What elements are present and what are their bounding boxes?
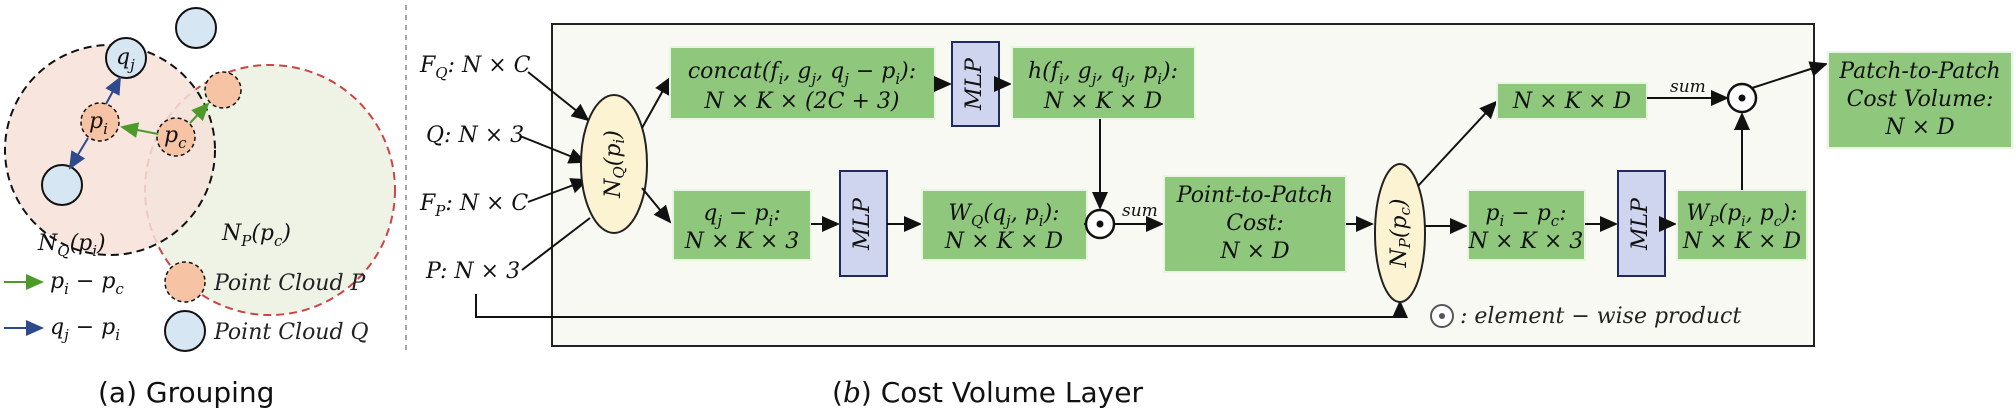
qj-label: qj bbox=[116, 45, 135, 74]
nq-grouping-node bbox=[580, 94, 648, 234]
h-line1: h(fi, gj, qj, pi): bbox=[1028, 59, 1178, 88]
concat-box bbox=[669, 46, 936, 120]
h-line2: N × K × D bbox=[1043, 89, 1163, 114]
sum-label-2: sum bbox=[1670, 77, 1706, 97]
cost-volume-panel: FQ: N × C Q: N × 3 FP: N × C P: N × 3 NQ… bbox=[419, 23, 2013, 409]
cloud-q-point bbox=[41, 164, 83, 206]
mlp-top-label: MLP bbox=[962, 57, 987, 111]
qj-pi-arrow bbox=[105, 76, 121, 105]
pp-line3: N × D bbox=[1219, 239, 1290, 264]
pp-line1: Point-to-Patch bbox=[1176, 183, 1333, 208]
pc-line1: pi − pc: bbox=[1485, 201, 1566, 230]
patch-to-patch-box bbox=[1827, 51, 2013, 149]
p-pc-arrow bbox=[189, 102, 210, 124]
legend-cloud-q: Point Cloud Q bbox=[213, 320, 369, 345]
legend-cloud-q-icon bbox=[164, 310, 206, 352]
np-pc-label: NP(pc) bbox=[221, 221, 291, 250]
input-p: P: N × 3 bbox=[425, 259, 520, 284]
pc-label: pc bbox=[164, 123, 187, 152]
legend-product-text: : element − wise product bbox=[1460, 304, 1741, 329]
cost-volume-caption: (b) Cost Volume Layer bbox=[832, 376, 1143, 409]
pp-line2: Cost: bbox=[1226, 211, 1284, 236]
nq-node-label: NQ(pi) bbox=[601, 130, 628, 199]
pi-point bbox=[80, 102, 120, 142]
pi-minus-pc-box bbox=[1467, 189, 1586, 261]
out-line2: Cost Volume: bbox=[1847, 87, 1994, 112]
pi-pc-arrow bbox=[120, 122, 159, 138]
concat-line2: N × K × (2C + 3) bbox=[704, 89, 900, 114]
q-pi-arrow bbox=[68, 137, 89, 170]
sum-label-1: sum bbox=[1122, 201, 1158, 221]
legend-blue-text: qj − pi bbox=[50, 315, 120, 344]
wq-box bbox=[921, 189, 1088, 261]
nq-pi-label: NQ(pi) bbox=[37, 231, 106, 260]
pc-point bbox=[156, 117, 196, 157]
np-node-label: NP(pc) bbox=[1387, 198, 1414, 268]
out-line1: Patch-to-Patch bbox=[1838, 59, 2000, 84]
wp-line1: WP(pi, pc): bbox=[1686, 201, 1797, 230]
qp-line2: N × K × 3 bbox=[684, 229, 800, 254]
mlp-middle-label: MLP bbox=[850, 197, 875, 251]
out-line3: N × D bbox=[1884, 115, 1955, 140]
qp-line1: qj − pi: bbox=[703, 201, 781, 230]
legend-cloud-p: Point Cloud P bbox=[213, 271, 367, 296]
h-box bbox=[1011, 46, 1196, 120]
qj-minus-pi-box bbox=[672, 189, 812, 261]
qj-point bbox=[105, 37, 147, 79]
np-grouping-node bbox=[1374, 163, 1426, 303]
cloud-q-point bbox=[175, 7, 217, 49]
grouping-caption: (a) Grouping bbox=[98, 376, 274, 409]
wq-line1: WQ(qj, pi): bbox=[948, 201, 1059, 230]
pi-label: pi bbox=[89, 109, 108, 138]
input-fq: FQ: N × C bbox=[419, 53, 531, 82]
nkd-box bbox=[1496, 82, 1648, 120]
wq-line2: N × K × D bbox=[944, 229, 1064, 254]
concat-line1: concat(fi, gj, qj − pi): bbox=[688, 59, 916, 88]
wp-box bbox=[1676, 189, 1808, 261]
wp-line2: N × K × D bbox=[1682, 229, 1802, 254]
input-fp: FP: N × C bbox=[419, 191, 528, 220]
pc-line2: N × K × 3 bbox=[1468, 229, 1584, 254]
legend-green-text: pi − pc bbox=[50, 269, 124, 298]
nkd-line1: N × K × D bbox=[1512, 89, 1632, 114]
cloud-p-point bbox=[204, 71, 242, 109]
grouping-panel: qj pi pc NQ(pi) NP(pc) pi − pc qj − pi P… bbox=[4, 7, 396, 409]
point-to-patch-box bbox=[1163, 175, 1347, 273]
legend-cloud-p-icon bbox=[164, 261, 206, 303]
mlp-right bbox=[1617, 170, 1666, 277]
mlp-top bbox=[951, 41, 1000, 127]
mlp-right-label: MLP bbox=[1628, 197, 1653, 251]
input-q: Q: N × 3 bbox=[426, 123, 524, 148]
